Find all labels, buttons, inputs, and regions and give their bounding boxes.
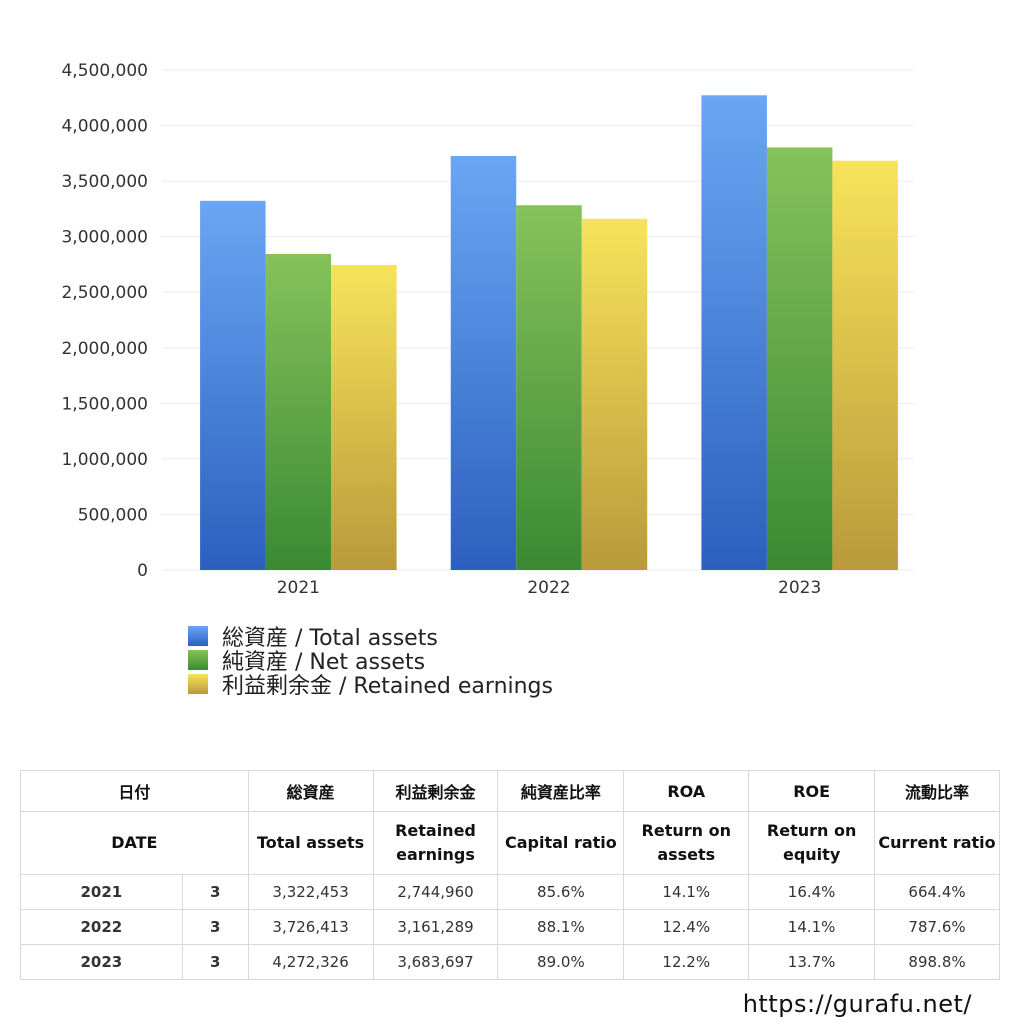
- x-axis: 2021 2022 2023: [277, 578, 822, 598]
- y-tick-label: 4,000,000: [61, 117, 148, 137]
- cell-total-assets: 3,322,453: [247, 874, 374, 910]
- row-month: 3: [181, 874, 249, 910]
- header-total-assets-jp: 総資産: [247, 770, 374, 812]
- cell-total-assets: 4,272,326: [247, 944, 374, 980]
- header-roe-en: Return on equity: [748, 811, 876, 875]
- header-retained-jp: 利益剰余金: [372, 770, 499, 812]
- x-tick-label: 2021: [277, 578, 320, 598]
- bar: [331, 265, 397, 570]
- row-month: 3: [181, 944, 249, 980]
- y-tick-label: 1,500,000: [61, 394, 148, 414]
- y-tick-label: 3,500,000: [61, 172, 148, 192]
- cell-retained: 2,744,960: [372, 874, 499, 910]
- cell-retained: 3,161,289: [372, 909, 499, 945]
- bar: [832, 160, 898, 571]
- row-month: 3: [181, 909, 249, 945]
- header-total-assets-en: Total assets: [247, 811, 374, 875]
- legend-label: 利益剰余金 / Retained earnings: [222, 674, 553, 699]
- y-tick-label: 1,000,000: [61, 450, 148, 470]
- cell-retained: 3,683,697: [372, 944, 499, 980]
- cell-roe: 13.7%: [748, 944, 876, 980]
- cell-capital-ratio: 89.0%: [497, 944, 625, 980]
- legend-item-total-assets: 総資産 / Total assets: [188, 624, 553, 651]
- cell-roa: 12.4%: [623, 909, 750, 945]
- header-roa-jp: ROA: [623, 770, 750, 812]
- header-capital-ratio-jp: 純資産比率: [497, 770, 625, 812]
- legend-item-net-assets: 純資産 / Net assets: [188, 648, 553, 675]
- cell-total-assets: 3,726,413: [247, 909, 374, 945]
- bars: [200, 95, 898, 571]
- bar: [766, 147, 833, 570]
- legend-label: 純資産 / Net assets: [222, 650, 426, 675]
- bar: [200, 200, 266, 570]
- header-date-en: DATE: [20, 811, 249, 875]
- bar: [581, 218, 648, 570]
- bar: [450, 155, 517, 571]
- row-year: 2023: [20, 944, 183, 980]
- cell-capital-ratio: 88.1%: [497, 909, 625, 945]
- y-tick-label: 3,000,000: [61, 228, 148, 248]
- table-row: 2023 3 4,272,326 3,683,697 89.0% 12.2% 1…: [20, 944, 1000, 980]
- cell-roe: 14.1%: [748, 909, 876, 945]
- legend-swatch-total-assets: [188, 626, 208, 646]
- cell-current-ratio: 898.8%: [874, 944, 1000, 980]
- y-tick-label: 0: [137, 561, 148, 581]
- header-retained-en: Retained earnings: [372, 811, 499, 875]
- y-tick-label: 2,000,000: [61, 339, 148, 359]
- legend-label: 総資産 / Total assets: [222, 626, 438, 651]
- y-tick-label: 500,000: [78, 505, 148, 525]
- legend-item-retained-earnings: 利益剰余金 / Retained earnings: [188, 672, 553, 699]
- x-tick-label: 2023: [778, 578, 821, 598]
- bar: [701, 95, 767, 570]
- bar: [516, 205, 582, 570]
- cell-current-ratio: 664.4%: [874, 874, 1000, 910]
- y-tick-label: 4,500,000: [61, 61, 148, 81]
- y-axis: 0 500,000 1,000,000 1,500,000 2,000,000 2,500…: [61, 61, 148, 581]
- header-date-jp: 日付: [20, 770, 249, 812]
- table-header-jp: 日付 総資産 利益剰余金 純資産比率 ROA ROE 流動比率: [20, 770, 1000, 812]
- table-header-en: DATE Total assets Retained earnings Capit…: [20, 811, 1000, 875]
- table-row: 2022 3 3,726,413 3,161,289 88.1% 12.4% 1…: [20, 909, 1000, 945]
- legend-swatch-net-assets: [188, 650, 208, 670]
- cell-roe: 16.4%: [748, 874, 876, 910]
- row-year: 2022: [20, 909, 183, 945]
- bar-chart: 0 500,000 1,000,000 1,500,000 2,000,000 2,500…: [61, 61, 914, 598]
- bar: [265, 254, 332, 570]
- cell-roa: 12.2%: [623, 944, 750, 980]
- header-capital-ratio-en: Capital ratio: [497, 811, 625, 875]
- y-tick-label: 2,500,000: [61, 283, 148, 303]
- table-row: 2021 3 3,322,453 2,744,960 85.6% 14.1% 1…: [20, 874, 1000, 910]
- financial-table: 日付 総資産 利益剰余金 純資産比率 ROA ROE 流動比率 DATE Tot…: [20, 770, 1000, 980]
- legend: 総資産 / Total assets 純資産 / Net assets 利益剰余…: [188, 624, 553, 699]
- row-year: 2021: [20, 874, 183, 910]
- cell-current-ratio: 787.6%: [874, 909, 1000, 945]
- header-current-ratio-en: Current ratio: [874, 811, 1000, 875]
- header-current-ratio-jp: 流動比率: [874, 770, 1000, 812]
- site-url[interactable]: https://gurafu.net/: [742, 990, 972, 1018]
- legend-swatch-retained-earnings: [188, 674, 208, 694]
- header-roa-en: Return on assets: [623, 811, 750, 875]
- cell-capital-ratio: 85.6%: [497, 874, 625, 910]
- x-tick-label: 2022: [527, 578, 570, 598]
- header-roe-jp: ROE: [748, 770, 876, 812]
- cell-roa: 14.1%: [623, 874, 750, 910]
